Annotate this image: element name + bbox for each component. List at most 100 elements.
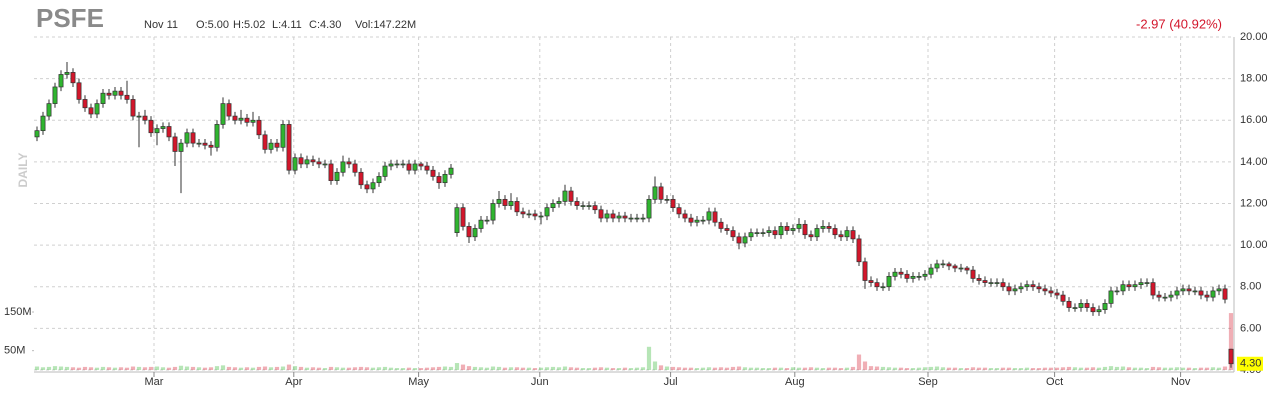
volume-bar bbox=[1138, 367, 1144, 370]
candle-body bbox=[784, 226, 790, 231]
candle-body bbox=[250, 119, 256, 123]
candle-body bbox=[388, 163, 394, 167]
volume-bar bbox=[1156, 367, 1162, 370]
candle-body bbox=[238, 117, 244, 121]
candle-body bbox=[1108, 290, 1114, 304]
candle-body bbox=[346, 161, 352, 165]
volume-bar bbox=[430, 367, 436, 370]
candle-body bbox=[466, 226, 472, 238]
candle-body bbox=[58, 74, 64, 88]
volume-bar bbox=[1162, 367, 1168, 370]
candle-body bbox=[898, 271, 904, 275]
volume-bar bbox=[586, 368, 592, 370]
volume-bar bbox=[250, 367, 256, 370]
volume-bar bbox=[82, 366, 88, 370]
candle-body bbox=[352, 163, 358, 173]
x-tick-label: Jul bbox=[664, 376, 678, 388]
volume-bar bbox=[790, 367, 796, 370]
volume-bar bbox=[706, 367, 712, 370]
candle-body bbox=[436, 176, 442, 184]
candle-body bbox=[358, 171, 364, 186]
volume-bar bbox=[610, 368, 616, 370]
candle-body bbox=[448, 167, 454, 175]
candle-body bbox=[946, 263, 952, 267]
candle-body bbox=[1204, 294, 1210, 298]
volume-bar bbox=[688, 367, 694, 370]
candle-body bbox=[160, 126, 166, 129]
candle-body bbox=[766, 230, 772, 233]
candle-body bbox=[196, 142, 202, 145]
candle-body bbox=[1072, 307, 1078, 309]
volume-bar bbox=[502, 367, 508, 370]
volume-bar bbox=[544, 367, 550, 370]
volume-bar bbox=[946, 367, 952, 370]
candle-body bbox=[370, 182, 376, 190]
candle-body bbox=[730, 230, 736, 238]
candle-body bbox=[106, 92, 112, 96]
volume-bar bbox=[640, 367, 646, 370]
candle-body bbox=[400, 163, 406, 166]
candle-body bbox=[1078, 303, 1084, 308]
volume-bar bbox=[988, 368, 994, 370]
candle-body bbox=[1012, 288, 1018, 292]
y-axis-label: DAILY bbox=[16, 153, 30, 188]
y-tick-label: 12.00 bbox=[1240, 197, 1268, 209]
volume-bar bbox=[466, 366, 472, 370]
candle-body bbox=[508, 201, 514, 206]
candle-body bbox=[634, 217, 640, 220]
candle-body bbox=[964, 267, 970, 271]
volume-bar bbox=[1168, 367, 1174, 370]
candle-body bbox=[592, 205, 598, 211]
volume-bar bbox=[400, 368, 406, 370]
volume-bar bbox=[388, 367, 394, 370]
candle-body bbox=[382, 165, 388, 177]
volume-bar bbox=[868, 366, 874, 370]
volume-bar bbox=[760, 368, 766, 370]
candle-body bbox=[670, 198, 676, 209]
volume-bar bbox=[622, 367, 628, 370]
volume-bar bbox=[304, 367, 310, 370]
volume-bar bbox=[730, 366, 736, 370]
candle-body bbox=[172, 136, 178, 152]
volume-bar bbox=[1114, 366, 1120, 370]
volume-bar bbox=[1198, 367, 1204, 370]
candle-body bbox=[1180, 288, 1186, 292]
candle-body bbox=[472, 228, 478, 238]
candle-body bbox=[1054, 292, 1060, 296]
volume-bar bbox=[478, 367, 484, 370]
candle-body bbox=[874, 282, 880, 288]
candle-body bbox=[976, 278, 982, 281]
volume-bar bbox=[214, 366, 220, 370]
candle-body bbox=[700, 219, 706, 222]
candle-body bbox=[856, 238, 862, 263]
volume-bar bbox=[814, 367, 820, 370]
volume-bar bbox=[982, 367, 988, 370]
candle-body bbox=[886, 275, 892, 288]
candle-body bbox=[718, 221, 724, 229]
y-tick-label: 10.00 bbox=[1240, 239, 1268, 251]
volume-bar bbox=[334, 367, 340, 370]
candle-body bbox=[262, 134, 268, 150]
stat-close: C:4.30 bbox=[309, 19, 341, 31]
volume-bar bbox=[358, 366, 364, 370]
candle-body bbox=[418, 163, 424, 167]
volume-bar bbox=[784, 368, 790, 370]
volume-bar bbox=[796, 367, 802, 370]
volume-bar bbox=[772, 367, 778, 370]
volume-bar bbox=[40, 367, 46, 370]
volume-bar bbox=[1120, 366, 1126, 370]
volume-bar bbox=[1096, 367, 1102, 370]
candle-body bbox=[340, 161, 346, 173]
candle-body bbox=[1144, 282, 1150, 284]
candle-body bbox=[328, 163, 334, 181]
candle-body bbox=[934, 263, 940, 269]
candle-body bbox=[1168, 294, 1174, 298]
volume-bar bbox=[88, 367, 94, 370]
candle-body bbox=[892, 271, 898, 277]
volume-bar bbox=[1066, 366, 1072, 370]
last-price-label: 4.30 bbox=[1240, 358, 1261, 370]
volume-bar bbox=[442, 366, 448, 370]
candle-body bbox=[772, 230, 778, 236]
y-tick-label: 6.00 bbox=[1240, 322, 1261, 334]
